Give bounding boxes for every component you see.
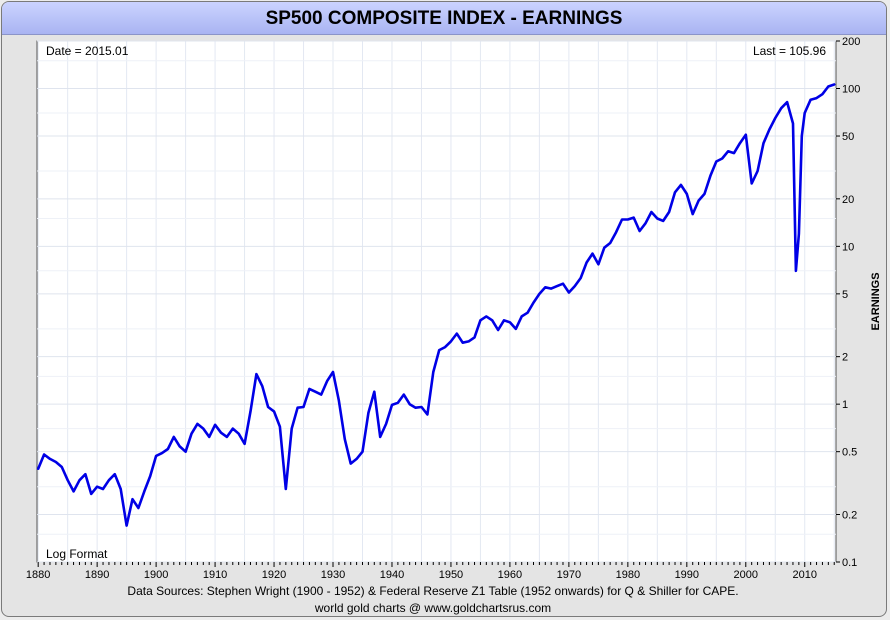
y-tick-label: 0.1 xyxy=(842,557,857,569)
earnings-line xyxy=(36,83,836,527)
x-axis: 1880 1890 1900 1910 1920 1930 1940 1950 1960 1970… xyxy=(26,562,835,581)
y-tick-label: 2 xyxy=(842,352,848,364)
last-annotation: Last = 105.96 xyxy=(753,44,826,58)
y-tick-label: 20 xyxy=(842,194,854,206)
y-tick-label: 1 xyxy=(842,399,848,411)
log-format-annotation: Log Format xyxy=(46,547,108,561)
x-tick-label: 1960 xyxy=(498,569,522,581)
x-tick-label: 1970 xyxy=(557,569,581,581)
x-tick-label: 1940 xyxy=(380,569,404,581)
x-tick-label: 1910 xyxy=(203,569,227,581)
x-tick-label: 2000 xyxy=(734,569,758,581)
grid xyxy=(37,40,836,563)
y-axis-label: EARNINGS xyxy=(870,272,882,330)
x-tick-label: 1930 xyxy=(321,569,345,581)
y-tick-label: 0.5 xyxy=(842,447,857,459)
x-tick-label: 1980 xyxy=(616,569,640,581)
y-tick-label: 200 xyxy=(842,36,860,48)
x-tick-label: 1890 xyxy=(85,569,109,581)
x-tick-label: 1920 xyxy=(262,569,286,581)
y-tick-label: 5 xyxy=(842,289,848,301)
x-tick-label: 1900 xyxy=(144,569,168,581)
y-tick-label: 100 xyxy=(842,84,860,96)
y-tick-label: 0.2 xyxy=(842,509,857,521)
series-layer xyxy=(36,83,836,527)
plot-area xyxy=(36,40,837,563)
data-sources-footer: Data Sources: Stephen Wright (1900 - 195… xyxy=(127,584,738,598)
x-tick-label: 1990 xyxy=(675,569,699,581)
date-annotation: Date = 2015.01 xyxy=(46,44,129,58)
x-tick-label: 2010 xyxy=(793,569,817,581)
x-tick-label: 1880 xyxy=(26,569,50,581)
x-tick-label: 1950 xyxy=(439,569,463,581)
chart-title: SP500 COMPOSITE INDEX - EARNINGS xyxy=(2,2,886,35)
y-tick-label: 10 xyxy=(842,241,854,253)
y-tick-label: 50 xyxy=(842,131,854,143)
y-axis: 0.1 0.2 0.5 1 2 5 10 20 50 100 200 xyxy=(836,36,860,569)
site-footer: world gold charts @ www.goldchartsrus.co… xyxy=(314,601,551,615)
